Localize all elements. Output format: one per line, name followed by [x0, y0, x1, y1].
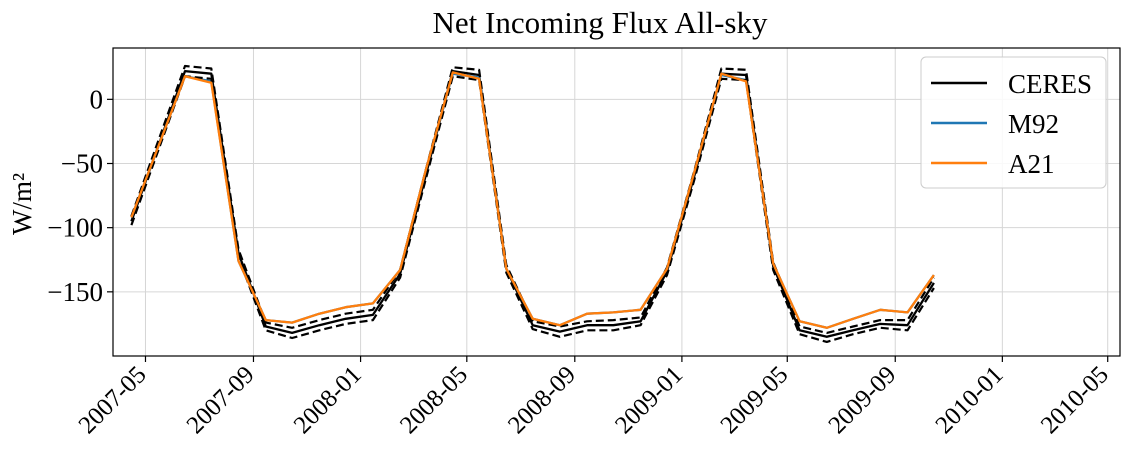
x-tick-label: 2007-05	[74, 361, 152, 439]
legend-label-m92: M92	[1008, 109, 1059, 139]
y-tick-label: 0	[90, 84, 104, 114]
x-tick-label: 2007-09	[182, 361, 260, 439]
y-tick-label: −150	[47, 277, 103, 307]
x-tick-label: 2008-01	[289, 361, 367, 439]
series-group	[130, 64, 935, 343]
uncertainty-bound-line	[130, 64, 935, 334]
y-axis: 0 −50 −100 −150	[47, 84, 113, 307]
uncertainty-bound-line	[130, 75, 935, 343]
plot-frame	[112, 47, 1121, 357]
grid	[113, 48, 1120, 356]
x-tick-label: 2008-05	[395, 361, 473, 439]
legend: CERES M92 A21	[920, 56, 1107, 189]
x-tick-label: 2010-01	[931, 361, 1009, 439]
x-tick-label: 2008-09	[503, 361, 581, 439]
chart-title: Net Incoming Flux All-sky	[433, 5, 768, 40]
legend-label-ceres: CERES	[1008, 69, 1092, 99]
x-tick-label: 2009-05	[715, 361, 793, 439]
x-tick-label: 2009-01	[610, 361, 688, 439]
series-line-ceres	[130, 69, 935, 338]
y-tick-label: −100	[47, 213, 103, 243]
legend-box	[920, 56, 1107, 189]
x-tick-label: 2009-09	[823, 361, 901, 439]
x-tick-label: 2010-05	[1036, 361, 1114, 439]
y-axis-label: W/m²	[7, 173, 37, 235]
y-tick-label: −50	[61, 149, 103, 179]
legend-label-a21: A21	[1008, 149, 1055, 179]
x-axis: 2007-05 2007-09 2008-01 2008-05 2008-09 2009-…	[74, 356, 1114, 439]
series-line-a21	[130, 71, 935, 329]
